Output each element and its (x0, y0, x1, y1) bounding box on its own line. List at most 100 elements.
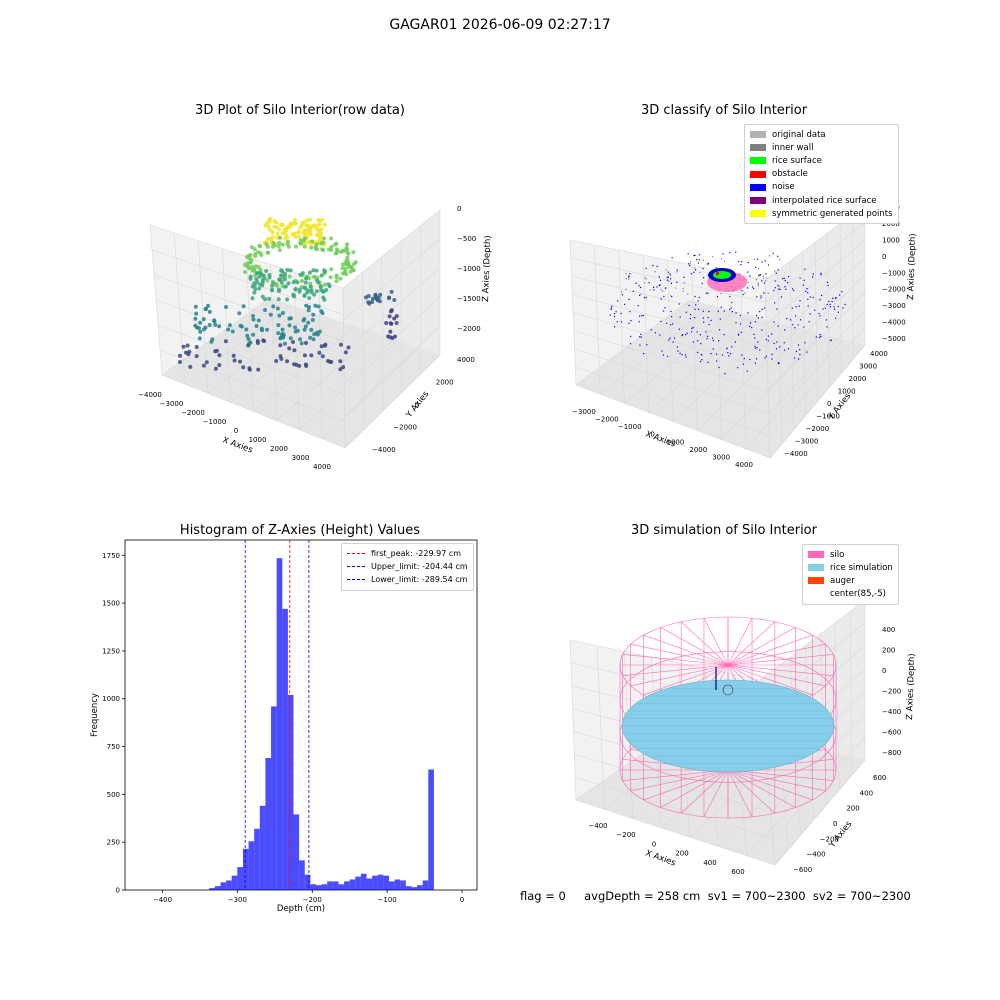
p1-point (256, 265, 261, 269)
p2-noise-point (799, 300, 801, 302)
p2-noise-point (620, 312, 622, 315)
p1-point (230, 329, 235, 334)
silo-roof-spoke (630, 664, 729, 687)
p1-point (287, 346, 292, 351)
p2-noise-point (835, 317, 837, 319)
silo-floor-spoke (727, 769, 826, 792)
p2-noise-point (706, 335, 709, 337)
p2-noise-point (765, 355, 767, 357)
p2-noise-point (760, 297, 762, 299)
p2-noise-point (658, 276, 660, 278)
p2-noise-point (684, 354, 687, 356)
p1-point (212, 319, 217, 324)
p1-point (303, 324, 308, 329)
p1-point (312, 292, 317, 297)
p2-noise-point (635, 282, 637, 284)
p2-noise-point (812, 273, 814, 275)
p2-noise-point (804, 268, 806, 270)
p1-point (274, 220, 279, 225)
p1-point (313, 303, 318, 308)
p2-z-tick-7: −5000 (882, 335, 906, 343)
panel2-title: 3D classify of Silo Interior (640, 103, 808, 118)
histogram-bar (411, 887, 418, 890)
p2-noise-point (718, 366, 720, 369)
p4-y-tick-4: 200 (846, 805, 859, 813)
p2-z-tick-2: 0 (882, 253, 886, 261)
p2-noise-point (740, 331, 742, 333)
p1-point (334, 241, 339, 246)
p2-noise-point (798, 358, 800, 360)
p2-noise-point (799, 349, 801, 351)
p1-point (294, 244, 298, 249)
p2-noise-point (710, 353, 712, 355)
p2-noise-point (707, 292, 709, 295)
p1-point (187, 349, 192, 354)
p1-point (338, 367, 343, 372)
p2-wall-point (744, 292, 746, 294)
p4-x-tick-5: 600 (731, 868, 744, 876)
silo-roof-spoke (727, 664, 826, 687)
legend-entry: silo (808, 548, 893, 561)
p2-noise-point (793, 289, 795, 292)
p2-wall-point (755, 279, 758, 281)
p2-noise-point (640, 286, 642, 289)
p2-noise-point (777, 269, 779, 271)
p1-point (316, 280, 321, 285)
p1-point (302, 317, 307, 322)
p1-point (311, 312, 316, 317)
p2-noise-point (642, 314, 644, 317)
p2-noise-point (754, 362, 756, 364)
legend-swatch (750, 157, 766, 165)
p2-noise-point (756, 347, 758, 349)
p1-point (320, 354, 325, 359)
p2-noise-point (778, 363, 780, 365)
p1-point (178, 353, 182, 358)
p2-noise-point (809, 313, 811, 315)
p1-point (345, 255, 350, 260)
p2-noise-point (692, 341, 695, 343)
p1-point (280, 242, 285, 247)
p2-noise-point (751, 327, 753, 329)
silo-floor-spoke (630, 769, 729, 792)
p2-noise-point (669, 273, 671, 275)
legend-entry: rice surface (750, 154, 893, 167)
p2-floor-pane (576, 300, 865, 458)
p1-y-tick-1: −2000 (393, 424, 417, 432)
p2-wall-point (758, 268, 760, 270)
legend-swatch (347, 579, 365, 581)
histogram-bar (276, 558, 283, 890)
p1-x-tick-7: 3000 (292, 454, 310, 462)
p2-noise-point (802, 284, 804, 286)
p2-noise-point (771, 358, 773, 360)
legend-label: first_peak: -229.97 cm (371, 549, 462, 559)
p1-point (308, 217, 313, 222)
p2-wall-point (765, 277, 767, 279)
p1-point (277, 313, 282, 318)
p2-noise-point (822, 308, 824, 310)
p2-noise-point (645, 296, 647, 298)
p1-point (241, 365, 246, 370)
p1-point (299, 341, 304, 346)
p1-point (327, 284, 332, 289)
p1-point (241, 304, 246, 309)
p2-noise-point (694, 269, 697, 271)
p1-point (384, 321, 389, 325)
legend-label: auger (830, 575, 855, 586)
p2-noise-point (715, 267, 717, 269)
p1-point (312, 332, 317, 337)
p2-noise-point (702, 310, 704, 312)
histogram-bar (422, 880, 429, 890)
p2-x-tick-1: −2000 (595, 416, 619, 424)
p1-point (193, 304, 198, 309)
histogram-bar (321, 884, 328, 890)
p2-noise-point (620, 321, 622, 323)
p1-point (297, 287, 302, 292)
p1-point (267, 296, 272, 301)
histogram-bar (327, 881, 333, 890)
p2-wall-point (683, 282, 685, 284)
p2-noise-point (697, 340, 699, 342)
p2-wall-point (765, 280, 767, 282)
p2-noise-point (676, 269, 678, 271)
p1-point (287, 323, 292, 328)
p2-obstacle (716, 272, 719, 275)
